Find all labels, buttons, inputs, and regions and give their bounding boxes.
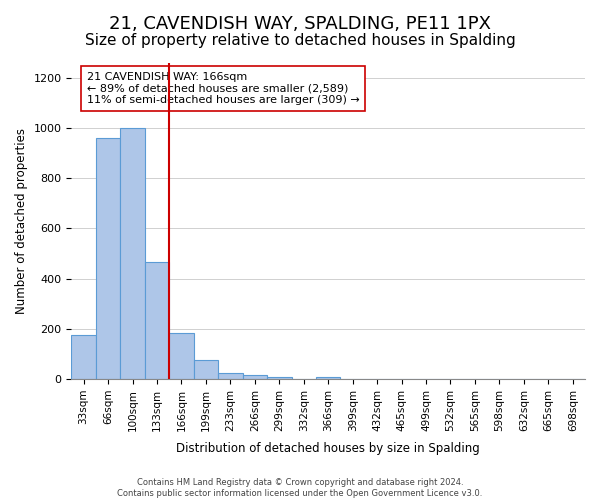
Bar [194, 360, 218, 379]
Bar [242, 376, 267, 379]
Text: 21 CAVENDISH WAY: 166sqm
← 89% of detached houses are smaller (2,589)
11% of sem: 21 CAVENDISH WAY: 166sqm ← 89% of detach… [87, 72, 359, 105]
Bar [218, 373, 242, 379]
Text: 21, CAVENDISH WAY, SPALDING, PE11 1PX: 21, CAVENDISH WAY, SPALDING, PE11 1PX [109, 15, 491, 33]
Bar [169, 332, 194, 379]
X-axis label: Distribution of detached houses by size in Spalding: Distribution of detached houses by size … [176, 442, 480, 455]
Text: Size of property relative to detached houses in Spalding: Size of property relative to detached ho… [85, 32, 515, 48]
Bar [145, 262, 169, 379]
Bar [96, 138, 121, 379]
Text: Contains HM Land Registry data © Crown copyright and database right 2024.
Contai: Contains HM Land Registry data © Crown c… [118, 478, 482, 498]
Bar [71, 335, 96, 379]
Bar [121, 128, 145, 379]
Bar [267, 376, 292, 379]
Y-axis label: Number of detached properties: Number of detached properties [15, 128, 28, 314]
Bar [316, 376, 340, 379]
